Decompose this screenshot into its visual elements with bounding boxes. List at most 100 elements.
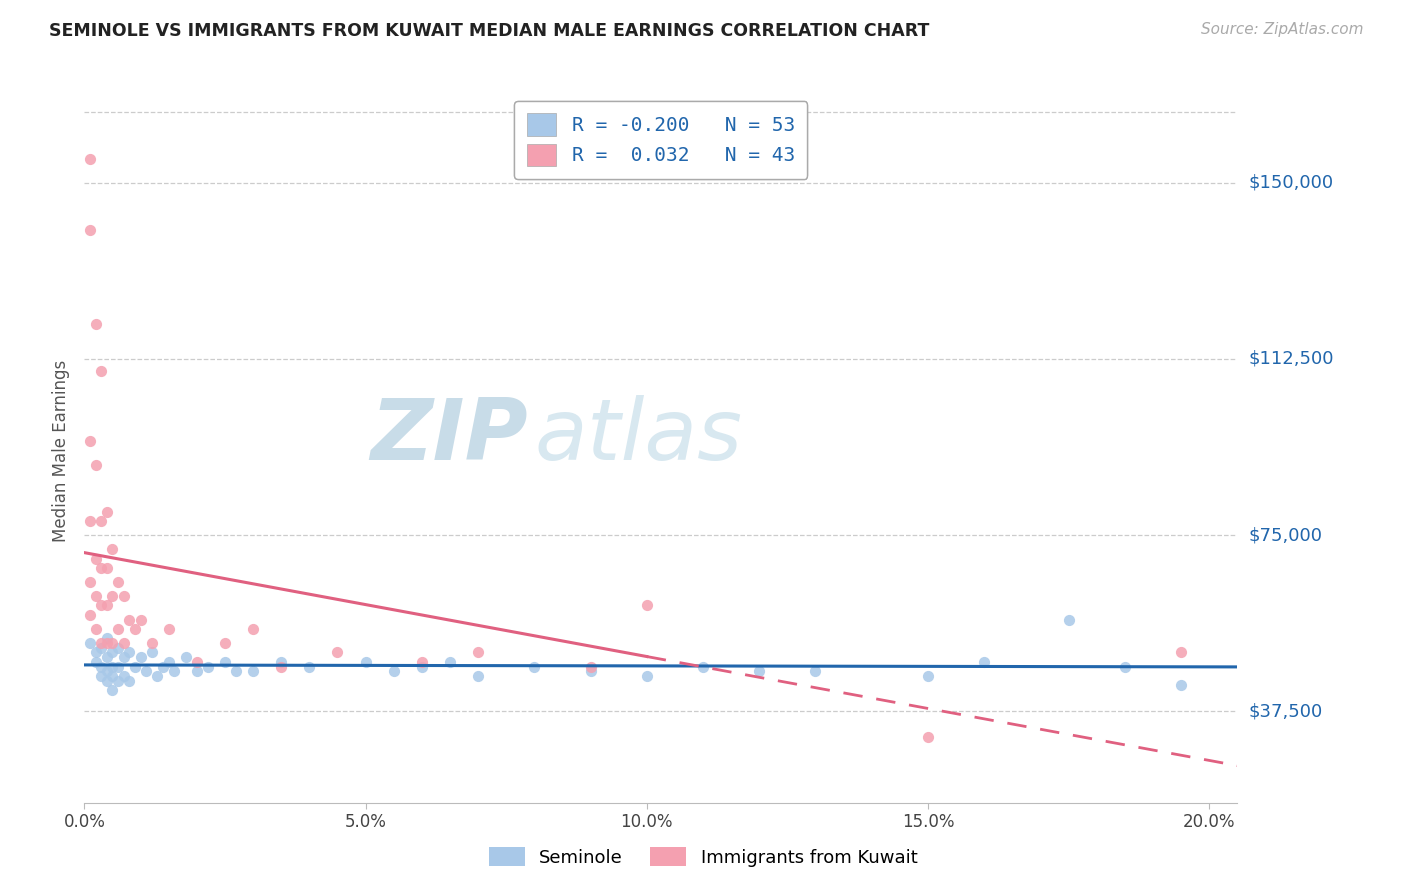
Y-axis label: Median Male Earnings: Median Male Earnings xyxy=(52,359,70,541)
Point xyxy=(84,317,107,331)
Legend: Seminole, Immigrants from Kuwait: Seminole, Immigrants from Kuwait xyxy=(481,840,925,874)
Text: $112,500: $112,500 xyxy=(1249,350,1334,368)
Point xyxy=(79,574,101,589)
Point xyxy=(101,542,124,557)
Point xyxy=(118,673,141,688)
Point xyxy=(90,640,112,655)
Point xyxy=(112,636,135,650)
Point xyxy=(84,551,107,566)
Point xyxy=(90,659,112,673)
Point xyxy=(439,655,461,669)
Point xyxy=(90,636,112,650)
Point xyxy=(214,655,236,669)
Point xyxy=(270,659,292,673)
Point xyxy=(186,655,208,669)
Text: Source: ZipAtlas.com: Source: ZipAtlas.com xyxy=(1201,22,1364,37)
Point xyxy=(804,665,827,679)
Point xyxy=(90,363,112,377)
Point xyxy=(118,613,141,627)
Point xyxy=(84,655,107,669)
Point xyxy=(96,673,118,688)
Point xyxy=(107,659,129,673)
Point xyxy=(917,730,939,744)
Point xyxy=(197,659,219,673)
Point xyxy=(101,683,124,698)
Point xyxy=(1114,659,1136,673)
Point xyxy=(96,665,118,679)
Point xyxy=(84,458,107,472)
Point xyxy=(242,622,264,636)
Point xyxy=(107,622,129,636)
Point xyxy=(112,589,135,603)
Point xyxy=(112,669,135,683)
Point xyxy=(124,659,146,673)
Point xyxy=(411,659,433,673)
Point xyxy=(636,599,658,613)
Point xyxy=(96,561,118,575)
Point xyxy=(107,673,129,688)
Point xyxy=(90,561,112,575)
Point xyxy=(118,645,141,659)
Point xyxy=(107,574,129,589)
Point xyxy=(101,659,124,673)
Point xyxy=(225,665,247,679)
Point xyxy=(141,636,163,650)
Point xyxy=(579,659,602,673)
Point xyxy=(354,655,377,669)
Point xyxy=(382,665,405,679)
Point xyxy=(152,659,174,673)
Point xyxy=(411,655,433,669)
Point xyxy=(90,599,112,613)
Point xyxy=(973,655,995,669)
Legend: R = -0.200   N = 53, R =  0.032   N = 43: R = -0.200 N = 53, R = 0.032 N = 43 xyxy=(515,101,807,178)
Point xyxy=(523,659,546,673)
Point xyxy=(270,655,292,669)
Point xyxy=(157,622,180,636)
Point xyxy=(90,514,112,528)
Point xyxy=(129,613,152,627)
Point xyxy=(141,645,163,659)
Point xyxy=(242,665,264,679)
Point xyxy=(79,636,101,650)
Point xyxy=(163,665,186,679)
Point xyxy=(917,669,939,683)
Text: $75,000: $75,000 xyxy=(1249,526,1323,544)
Point xyxy=(101,589,124,603)
Point xyxy=(124,622,146,636)
Point xyxy=(326,645,349,659)
Point xyxy=(84,589,107,603)
Point xyxy=(84,622,107,636)
Point xyxy=(1170,678,1192,692)
Point xyxy=(79,434,101,448)
Text: SEMINOLE VS IMMIGRANTS FROM KUWAIT MEDIAN MALE EARNINGS CORRELATION CHART: SEMINOLE VS IMMIGRANTS FROM KUWAIT MEDIA… xyxy=(49,22,929,40)
Point xyxy=(90,669,112,683)
Point xyxy=(96,504,118,518)
Point xyxy=(101,636,124,650)
Point xyxy=(101,669,124,683)
Point xyxy=(79,222,101,236)
Point xyxy=(96,636,118,650)
Text: ZIP: ZIP xyxy=(371,395,529,478)
Point xyxy=(467,645,489,659)
Point xyxy=(96,599,118,613)
Text: $37,500: $37,500 xyxy=(1249,702,1323,720)
Text: atlas: atlas xyxy=(534,395,742,478)
Point xyxy=(467,669,489,683)
Point xyxy=(96,632,118,646)
Point xyxy=(692,659,714,673)
Text: $150,000: $150,000 xyxy=(1249,174,1333,192)
Point xyxy=(1170,645,1192,659)
Point xyxy=(186,665,208,679)
Point xyxy=(101,645,124,659)
Point xyxy=(157,655,180,669)
Point xyxy=(135,665,157,679)
Point xyxy=(1057,613,1080,627)
Point xyxy=(79,514,101,528)
Point xyxy=(79,607,101,622)
Point xyxy=(214,636,236,650)
Point xyxy=(579,665,602,679)
Point xyxy=(748,665,770,679)
Point xyxy=(79,152,101,166)
Point xyxy=(298,659,321,673)
Point xyxy=(146,669,169,683)
